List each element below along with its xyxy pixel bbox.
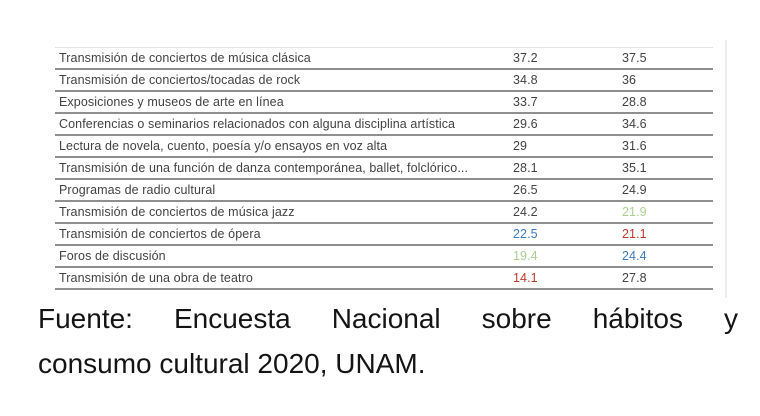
- cultural-activities-table: Transmisión de conciertos de música clás…: [55, 47, 713, 290]
- table-right-guide-line: [725, 40, 727, 298]
- table-row: Transmisión de conciertos de música clás…: [55, 48, 713, 70]
- value-column-2: 31.6: [622, 139, 647, 153]
- table-row: Transmisión de conciertos de música jazz…: [55, 202, 713, 224]
- value-column-2: 24.9: [622, 183, 647, 197]
- table-row: Foros de discusión 19.4 24.4: [55, 246, 713, 268]
- activity-label: Transmisión de una función de danza cont…: [59, 161, 469, 175]
- table-row: Transmisión de una función de danza cont…: [55, 158, 713, 180]
- table-row: Programas de radio cultural 26.5 24.9: [55, 180, 713, 202]
- value-column-1: 29.6: [513, 117, 538, 131]
- value-column-2: 34.6: [622, 117, 647, 131]
- source-caption-line1: Fuente: Encuesta Nacional sobre hábitos …: [38, 303, 738, 334]
- activity-label: Programas de radio cultural: [59, 183, 216, 197]
- value-column-1: 14.1: [513, 271, 538, 285]
- value-column-2: 35.1: [622, 161, 647, 175]
- value-column-2: 36: [622, 73, 637, 87]
- source-caption-line2: consumo cultural 2020, UNAM.: [38, 348, 426, 379]
- value-column-2: 21.1: [622, 227, 647, 241]
- value-column-1: 29: [513, 139, 528, 153]
- activity-label: Transmisión de conciertos de música clás…: [59, 51, 311, 65]
- value-column-2: 28.8: [622, 95, 647, 109]
- value-column-1: 26.5: [513, 183, 538, 197]
- value-column-1: 33.7: [513, 95, 538, 109]
- value-column-2: 37.5: [622, 51, 647, 65]
- activity-label: Foros de discusión: [59, 249, 166, 263]
- table-row: Transmisión de conciertos/tocadas de roc…: [55, 70, 713, 92]
- activity-label: Transmisión de conciertos de ópera: [59, 227, 261, 241]
- value-column-2: 24.4: [622, 249, 647, 263]
- value-column-1: 22.5: [513, 227, 538, 241]
- table-row: Exposiciones y museos de arte en línea 33…: [55, 92, 713, 114]
- value-column-1: 37.2: [513, 51, 538, 65]
- table-row: Transmisión de una obra de teatro 14.1 27.…: [55, 268, 713, 290]
- value-column-1: 34.8: [513, 73, 538, 87]
- table-row: Lectura de novela, cuento, poesía y/o en…: [55, 136, 713, 158]
- activity-label: Exposiciones y museos de arte en línea: [59, 95, 284, 109]
- value-column-2: 21.9: [622, 205, 647, 219]
- activity-label: Transmisión de conciertos de música jazz: [59, 205, 295, 219]
- value-column-2: 27.8: [622, 271, 647, 285]
- activity-label: Lectura de novela, cuento, poesía y/o en…: [59, 139, 388, 153]
- activity-label: Conferencias o seminarios relacionados c…: [59, 117, 456, 131]
- value-column-1: 24.2: [513, 205, 538, 219]
- source-caption: Fuente: Encuesta Nacional sobre hábitos …: [38, 296, 738, 386]
- value-column-1: 28.1: [513, 161, 538, 175]
- table-row: Transmisión de conciertos de ópera 22.5 21…: [55, 224, 713, 246]
- table-row: Conferencias o seminarios relacionados c…: [55, 114, 713, 136]
- value-column-1: 19.4: [513, 249, 538, 263]
- activity-label: Transmisión de una obra de teatro: [59, 271, 253, 285]
- activity-label: Transmisión de conciertos/tocadas de roc…: [59, 73, 301, 87]
